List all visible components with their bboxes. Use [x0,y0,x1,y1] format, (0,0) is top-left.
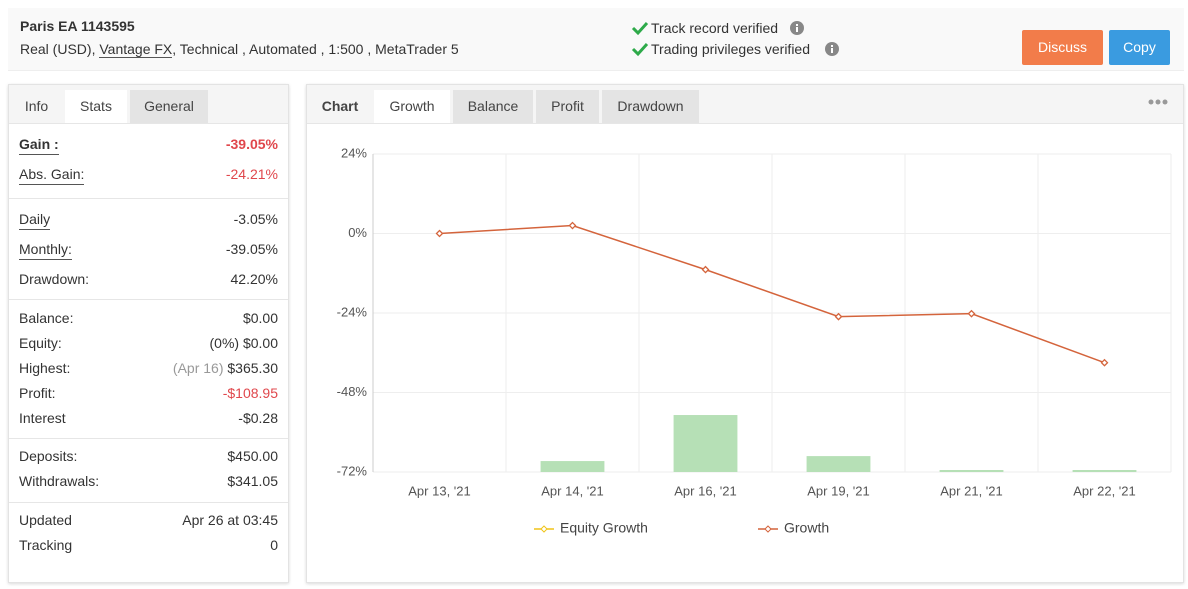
title: Paris EA 1143595 [20,18,135,34]
stat-label: Interest [19,410,66,426]
stat-value: -$108.95 [222,385,278,401]
tab[interactable]: Drawdown [602,90,699,123]
stat-value: $0.00 [242,310,278,326]
stat-value: -39.05% [225,241,278,257]
stats-tabs: Info Stats General [9,85,288,124]
stat-label: Equity: [19,335,62,351]
stat-label: Updated [19,512,72,528]
tab[interactable]: Info [24,98,49,114]
y-tick-label: 0% [348,225,367,240]
stat-row: Gain : -39.05% [19,134,278,155]
chart-panel: Chart Growth Balance Profit Drawdown -72… [306,84,1184,583]
x-tick-label: Apr 13, '21 [408,483,470,498]
stat-row: Updated Apr 26 at 03:45 [19,510,278,530]
chart-tabs: Chart Growth Balance Profit Drawdown [307,85,1183,124]
tab[interactable]: Profit [536,90,599,123]
point [834,312,843,321]
tab[interactable]: Balance [453,90,533,123]
point [701,265,710,274]
stat-row: Withdrawals: $341.05 [19,471,278,491]
stat-row: Interest -$0.28 [19,408,278,428]
stat-row: Daily -3.05% [19,209,278,230]
y-tick-label: -72% [337,463,368,478]
broker-link[interactable]: Vantage FX [99,41,173,58]
stat-row: Deposits: $450.00 [19,446,278,466]
stat-row: Highest: (Apr 16) $365.30 [19,358,278,378]
tab[interactable]: Stats [65,90,127,123]
x-tick-label: Apr 16, '21 [674,483,736,498]
stat-value: 42.20% [230,271,278,287]
stat-value: $365.30 [227,360,278,376]
discuss-button[interactable]: Discuss [1022,30,1103,65]
stat-label: Tracking [19,537,73,553]
stat-label: Highest: [19,360,71,376]
stat-label: Monthly: [19,239,72,260]
verification: Track record verified [651,20,779,36]
y-tick-label: -48% [337,384,368,399]
point [1100,358,1109,367]
stat-value: $341.05 [227,473,278,489]
x-tick-label: Apr 14, '21 [541,483,603,498]
stats-panel: Info Stats General Gain : -39.05% Abs. Ga… [8,84,289,583]
y-tick-label: 24% [341,145,367,160]
point [967,309,976,318]
point [435,229,444,238]
stat-label: Drawdown: [19,271,90,287]
details: , Technical , Automated , 1:500 , MetaTr… [172,41,459,57]
stat-row: Tracking 0 [19,535,278,555]
x-tick-label: Apr 22, '21 [1073,483,1135,498]
header: Paris EA 1143595 Real (USD), Vantage FX,… [8,8,1184,71]
stat-value: -$0.28 [238,410,278,426]
tab[interactable]: Growth [374,90,450,123]
x-tick-label: Apr 19, '21 [807,483,869,498]
chart: -72% -48% -24% 0% 24% Apr 13, '21 Apr 14, '21 A… [337,145,1172,536]
stat-row: Drawdown: 42.20% [19,269,278,289]
stat-note: (Apr 16) [172,360,224,376]
legend-marker [764,525,772,533]
stat-value: $450.00 [227,448,278,464]
stat-label: Deposits: [19,448,78,464]
copy-button[interactable]: Copy [1109,30,1170,65]
tab-label: Chart [321,98,359,114]
stat-label: Profit: [19,385,56,401]
y-tick-label: -24% [337,304,368,319]
bar [939,470,1004,472]
point [568,221,577,230]
legend-label: Equity Growth [560,520,648,536]
tab[interactable]: General [130,90,208,123]
legend-marker [540,525,548,533]
bar [673,415,738,472]
legend-label: Growth [784,520,829,536]
bar [540,461,605,472]
stat-label: Balance: [19,310,74,326]
stat-label: Withdrawals: [19,473,100,489]
stat-row: Monthly: -39.05% [19,239,278,260]
stat-row: Abs. Gain: -24.21% [19,164,278,185]
check-icons [631,21,649,57]
stat-value: 0 [270,537,278,553]
stat-row: Equity: (0%) $0.00 [19,333,278,353]
stat-label: Daily [19,209,51,230]
x-tick-label: Apr 21, '21 [940,483,1002,498]
info-icons [790,21,839,56]
stat-value: -24.21% [225,166,278,182]
stat-value: -3.05% [233,211,278,227]
stat-value: (0%) $0.00 [209,335,278,351]
stat-label: Gain : [19,134,59,155]
bar [806,456,871,472]
bar [1072,470,1137,472]
verification: Trading privileges verified [651,41,810,57]
account-line: Real (USD), Vantage FX, Technical , Auto… [20,41,459,58]
line [439,224,1105,364]
more-menu[interactable] [1147,98,1171,106]
stat-row: Balance: $0.00 [19,308,278,328]
stat-row: Profit: -$108.95 [19,383,278,403]
stat-label: Abs. Gain: [19,164,85,185]
stat-value: -39.05% [225,136,278,152]
stat-value: Apr 26 at 03:45 [182,512,278,528]
account: Real (USD), [20,41,96,57]
